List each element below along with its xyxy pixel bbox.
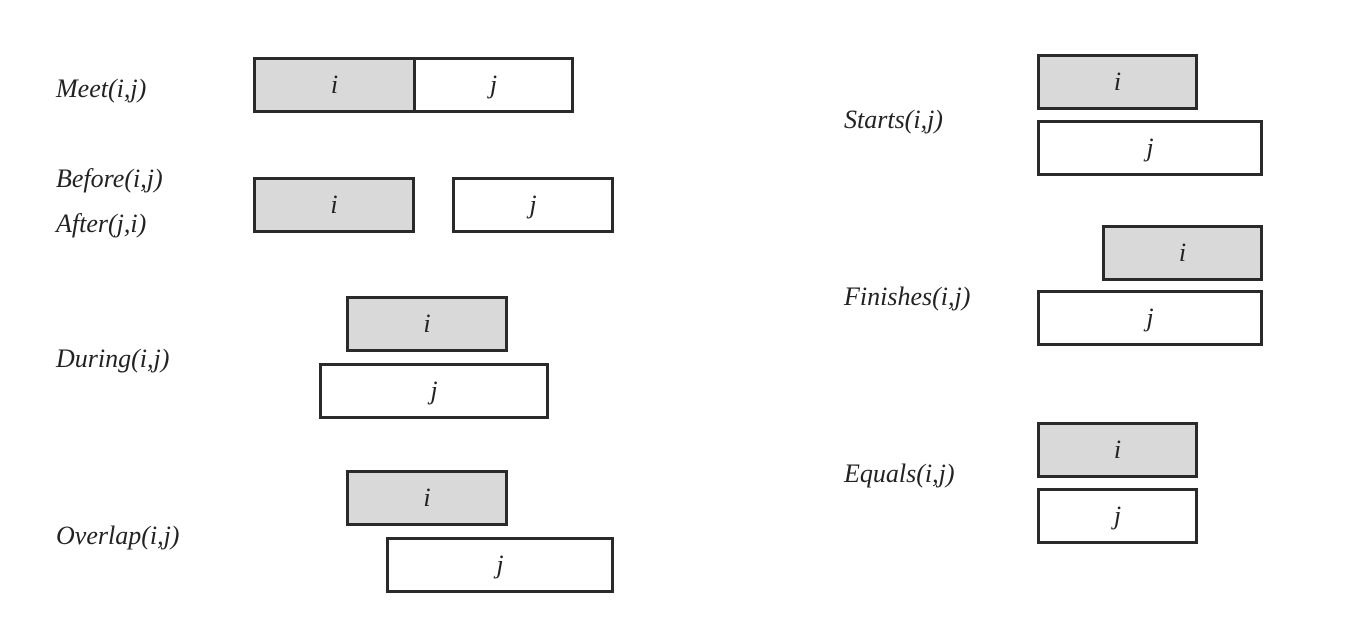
overlap-interval-i-label: i <box>423 483 431 512</box>
starts-interval-j: j <box>1037 120 1263 176</box>
after-label: After(j,i) <box>56 209 147 238</box>
before-label: Before(i,j) <box>56 164 163 193</box>
before-interval-j-label: j <box>529 190 537 219</box>
during-label: During(i,j) <box>56 344 170 373</box>
overlap-interval-j-label: j <box>496 550 504 579</box>
overlap-label: Overlap(i,j) <box>56 521 180 550</box>
starts-label: Starts(i,j) <box>844 105 943 134</box>
before-interval-i: i <box>253 177 415 233</box>
before-interval-i-label: i <box>330 190 338 219</box>
finishes-interval-i: i <box>1102 225 1263 281</box>
during-interval-j: j <box>319 363 549 419</box>
finishes-interval-j: j <box>1037 290 1263 346</box>
meet-label: Meet(i,j) <box>56 74 147 103</box>
starts-interval-i: i <box>1037 54 1198 110</box>
equals-interval-j: j <box>1037 488 1198 544</box>
meet-interval-j: j <box>413 57 574 113</box>
equals-interval-j-label: j <box>1113 501 1122 530</box>
meet-interval-j-label: j <box>489 70 498 99</box>
meet-interval-i-label: i <box>330 70 339 99</box>
during-interval-i-label: i <box>423 309 431 338</box>
finishes-interval-i-label: i <box>1178 238 1187 267</box>
before-interval-j: j <box>452 177 614 233</box>
finishes-interval-j-label: j <box>1146 303 1154 332</box>
starts-interval-i-label: i <box>1113 67 1122 96</box>
equals-interval-i: i <box>1037 422 1198 478</box>
meet-interval-i: i <box>253 57 416 113</box>
equals-label: Equals(i,j) <box>844 459 955 488</box>
overlap-interval-j: j <box>386 537 614 593</box>
during-interval-j-label: j <box>430 376 438 405</box>
during-interval-i: i <box>346 296 508 352</box>
finishes-label: Finishes(i,j) <box>844 282 971 311</box>
starts-interval-j-label: j <box>1146 133 1154 162</box>
equals-interval-i-label: i <box>1113 435 1122 464</box>
overlap-interval-i: i <box>346 470 508 526</box>
